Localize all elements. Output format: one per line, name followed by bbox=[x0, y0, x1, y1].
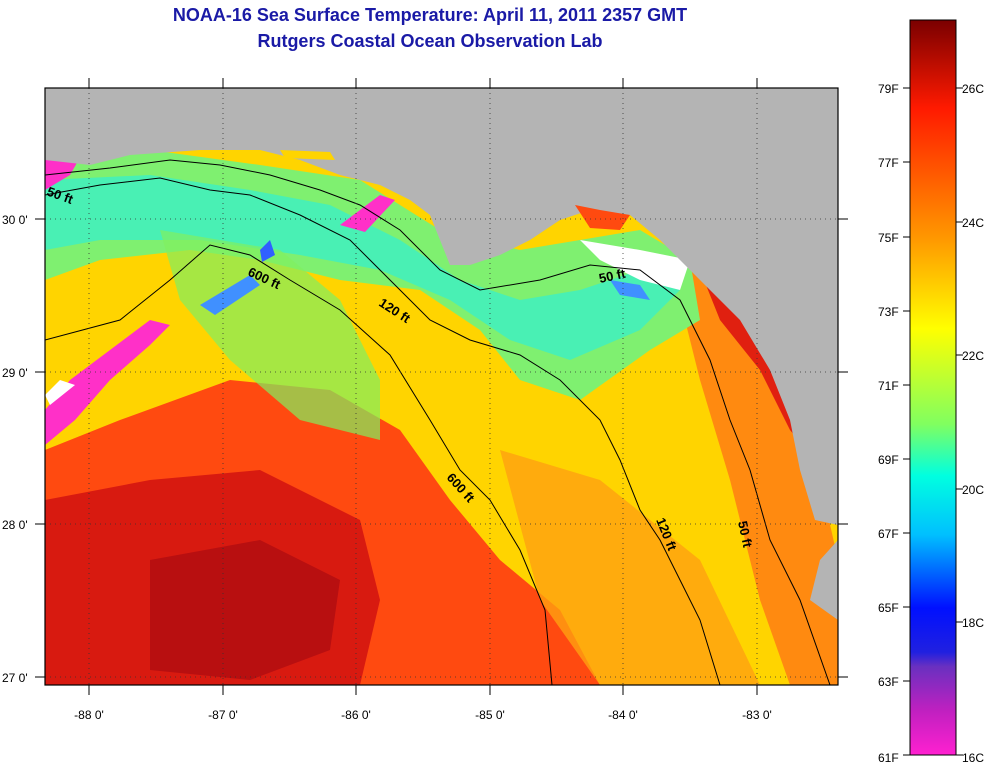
map-title: NOAA-16 Sea Surface Temperature: April 1… bbox=[172, 5, 688, 25]
contour-label: 50 ft bbox=[598, 266, 628, 286]
colorbar-label-f: 61F bbox=[878, 751, 899, 765]
colorbar-label-c: 24C bbox=[962, 216, 984, 230]
colorbar-label-c: 18C bbox=[962, 616, 984, 630]
lon-label: -84 0' bbox=[608, 708, 638, 722]
map-subtitle: Rutgers Coastal Ocean Observation Lab bbox=[257, 31, 603, 51]
graticule bbox=[35, 78, 848, 695]
bathymetry-contours bbox=[45, 159, 831, 685]
colorbar-label-c: 16C bbox=[962, 751, 984, 765]
lat-label: 30 0' bbox=[2, 213, 28, 227]
colorbar-label-f: 69F bbox=[878, 453, 899, 467]
lat-label: 27 0' bbox=[2, 671, 28, 685]
colorbar: 79F 77F 75F 73F 71F 69F 67F 65F 63F 61F … bbox=[878, 19, 984, 765]
colorbar-label-f: 65F bbox=[878, 601, 899, 615]
lon-label: -86 0' bbox=[341, 708, 371, 722]
sst-field bbox=[45, 88, 838, 685]
colorbar-label-c: 26C bbox=[962, 82, 984, 96]
colorbar-label-f: 79F bbox=[878, 82, 899, 96]
lat-label: 28 0' bbox=[2, 518, 28, 532]
colorbar-label-f: 77F bbox=[878, 156, 899, 170]
colorbar-label-f: 73F bbox=[878, 305, 899, 319]
lat-label: 29 0' bbox=[2, 366, 28, 380]
colorbar-label-c: 22C bbox=[962, 349, 984, 363]
colorbar-label-c: 20C bbox=[962, 483, 984, 497]
lon-label: -88 0' bbox=[74, 708, 104, 722]
colorbar-label-f: 75F bbox=[878, 231, 899, 245]
contour-label: 50 ft bbox=[735, 520, 755, 550]
lon-label: -83 0' bbox=[742, 708, 772, 722]
colorbar-label-f: 71F bbox=[878, 379, 899, 393]
latitude-labels: 30 0' 29 0' 28 0' 27 0' bbox=[2, 213, 28, 685]
lon-label: -87 0' bbox=[208, 708, 238, 722]
colorbar-label-f: 63F bbox=[878, 675, 899, 689]
longitude-labels: -88 0' -87 0' -86 0' -85 0' -84 0' -83 0… bbox=[74, 708, 772, 722]
lon-label: -85 0' bbox=[475, 708, 505, 722]
colorbar-label-f: 67F bbox=[878, 527, 899, 541]
